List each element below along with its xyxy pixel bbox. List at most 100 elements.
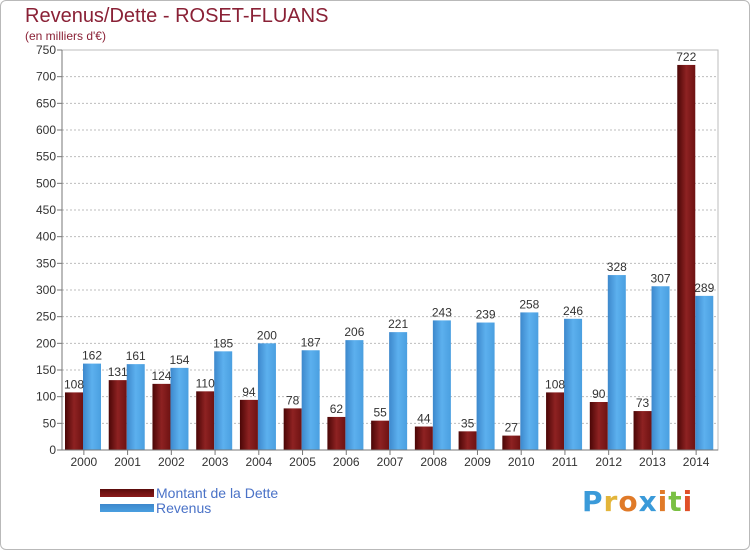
x-axis: 2000 2001 2002 2003 2004 2005 2006 2007 2008 2009… xyxy=(62,449,718,469)
bar-debt xyxy=(371,420,390,450)
bar-revenue xyxy=(607,275,626,450)
y-tick-label: 50 xyxy=(43,416,57,430)
x-tick-label: 2006 xyxy=(333,455,360,469)
x-tick-label: 2002 xyxy=(158,455,185,469)
logo-letter: t xyxy=(668,485,683,518)
bar-debt xyxy=(502,435,521,450)
bar-debt xyxy=(677,64,696,450)
y-tick-label: 150 xyxy=(36,363,56,377)
bar-debt xyxy=(458,431,477,450)
value-label-revenue: 289 xyxy=(694,281,714,295)
value-label-debt: 124 xyxy=(151,369,171,383)
y-tick-label: 250 xyxy=(36,310,56,324)
x-tick-label: 2009 xyxy=(464,455,491,469)
chart-subtitle: (en milliers d'€) xyxy=(25,29,106,43)
value-label-debt: 722 xyxy=(676,50,696,64)
logo-letter: x xyxy=(638,485,658,518)
value-label-debt: 131 xyxy=(108,365,128,379)
value-label-debt: 62 xyxy=(330,402,344,416)
legend-label-debt: Montant de la Dette xyxy=(156,485,279,501)
value-label-revenue: 221 xyxy=(388,317,408,331)
legend-label-revenue: Revenus xyxy=(156,500,212,516)
value-label-debt: 110 xyxy=(196,376,215,390)
value-label-revenue: 161 xyxy=(126,349,146,363)
x-tick-label: 2003 xyxy=(202,455,229,469)
bar-revenue xyxy=(214,351,233,450)
y-axis: 0 50 100 150 200 250 300 350 400 450 500 550 600 650 7… xyxy=(36,43,63,457)
value-label-debt: 55 xyxy=(373,406,387,420)
bar-debt xyxy=(65,392,83,450)
x-tick-label: 2000 xyxy=(71,455,98,469)
bar-debt xyxy=(239,399,258,450)
value-label-revenue: 258 xyxy=(519,297,539,311)
y-tick-label: 700 xyxy=(36,70,56,84)
value-label-revenue: 239 xyxy=(476,308,496,322)
value-label-revenue: 206 xyxy=(344,325,364,339)
y-tick-label: 400 xyxy=(36,230,56,244)
value-label-revenue: 307 xyxy=(651,271,671,285)
bar-revenue xyxy=(257,343,276,450)
x-tick-label: 2008 xyxy=(420,455,447,469)
y-tick-label: 200 xyxy=(36,336,56,350)
x-tick-label: 2007 xyxy=(377,455,404,469)
value-label-debt: 27 xyxy=(505,421,519,435)
value-label-revenue: 328 xyxy=(607,260,627,274)
legend-swatch-revenue xyxy=(100,504,154,512)
logo-letter: i xyxy=(682,485,694,518)
y-tick-label: 750 xyxy=(36,43,56,57)
value-label-debt: 108 xyxy=(545,377,565,391)
bars xyxy=(65,64,714,450)
x-tick-label: 2004 xyxy=(245,455,272,469)
y-tick-label: 350 xyxy=(36,256,56,270)
value-label-debt: 94 xyxy=(242,385,256,399)
y-tick-label: 600 xyxy=(36,123,56,137)
y-tick-label: 0 xyxy=(49,443,56,457)
value-label-revenue: 162 xyxy=(82,349,102,363)
logo-letter: P xyxy=(582,485,604,518)
bar-debt xyxy=(108,380,127,450)
value-label-revenue: 246 xyxy=(563,304,583,318)
logo-letter: r xyxy=(603,485,619,518)
bar-revenue xyxy=(345,340,364,450)
bar-debt xyxy=(283,408,302,450)
logo-letter: i xyxy=(657,485,669,518)
bar-revenue xyxy=(301,350,320,450)
bar-debt xyxy=(327,416,346,450)
bar-revenue xyxy=(476,322,495,450)
x-tick-label: 2001 xyxy=(114,455,141,469)
bar-revenue xyxy=(695,295,714,450)
x-tick-label: 2012 xyxy=(595,455,622,469)
bar-debt xyxy=(546,392,565,450)
bar-revenue xyxy=(389,332,408,450)
value-label-debt: 90 xyxy=(592,387,606,401)
x-tick-label: 2011 xyxy=(552,455,578,469)
bar-revenue xyxy=(170,367,189,450)
y-tick-label: 450 xyxy=(36,203,56,217)
bar-debt xyxy=(589,402,608,450)
proxiti-logo: Proxiti xyxy=(582,485,693,518)
x-tick-label: 2005 xyxy=(289,455,316,469)
y-tick-label: 100 xyxy=(36,390,56,404)
x-tick-label: 2013 xyxy=(639,455,666,469)
y-tick-label: 300 xyxy=(36,283,56,297)
y-tick-label: 550 xyxy=(36,150,56,164)
value-label-revenue: 187 xyxy=(301,335,321,349)
bar-debt xyxy=(633,411,652,450)
value-label-revenue: 154 xyxy=(169,353,189,367)
bar-revenue xyxy=(126,364,145,450)
value-label-debt: 35 xyxy=(461,416,475,430)
value-label-debt: 78 xyxy=(286,393,300,407)
y-tick-label: 650 xyxy=(36,96,56,110)
bar-debt xyxy=(414,426,433,450)
value-label-revenue: 185 xyxy=(213,336,233,350)
value-label-debt: 73 xyxy=(636,396,650,410)
value-labels: 108 162 131 161 124 154 110 185 94 200 78 187 62 206 5… xyxy=(64,50,715,435)
value-label-debt: 44 xyxy=(417,412,431,426)
x-tick-label: 2010 xyxy=(508,455,535,469)
value-label-debt: 108 xyxy=(64,377,84,391)
value-label-revenue: 243 xyxy=(432,305,452,319)
x-tick-label: 2014 xyxy=(683,455,710,469)
bar-revenue xyxy=(432,320,451,450)
